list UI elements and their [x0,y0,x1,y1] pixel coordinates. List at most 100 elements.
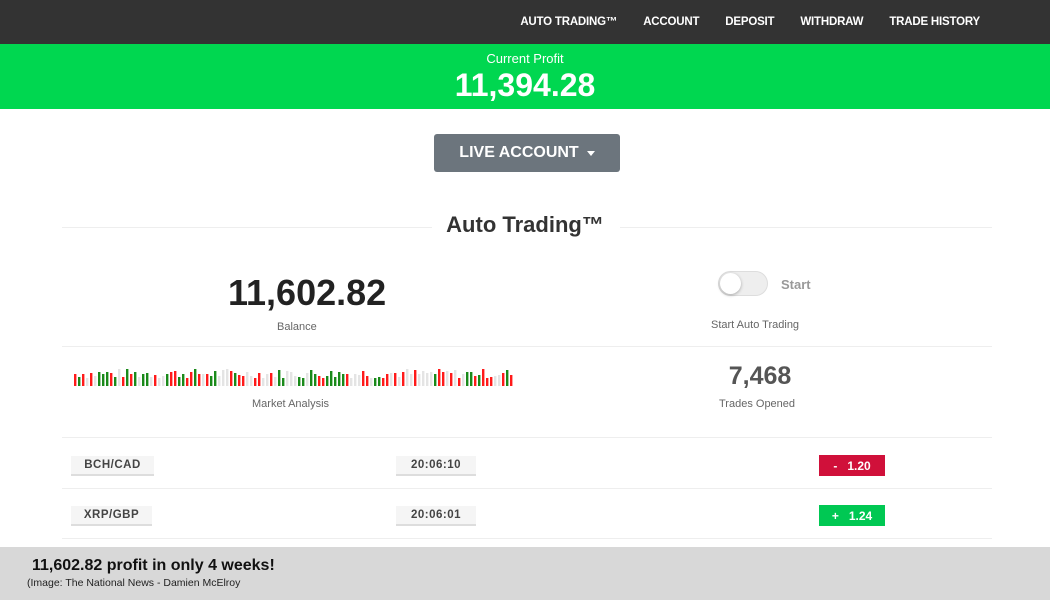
divider [62,227,432,228]
market-bar [398,377,401,386]
market-bar [294,376,297,386]
profit-banner: Current Profit 11,394.28 [0,44,1050,109]
market-bar [394,373,397,386]
market-bar [114,377,117,386]
balance-label: Balance [277,321,317,333]
market-bar [274,377,277,386]
market-bar [506,370,509,386]
market-bar [298,377,301,386]
market-bar [338,372,341,386]
account-label: LIVE ACCOUNT [459,144,579,161]
trades-opened-value: 7,468 [728,362,792,390]
market-bar [90,373,93,386]
market-bar [250,376,253,386]
toggle-label: Start [781,277,811,292]
toggle-knob [720,273,741,294]
sign: - [833,458,838,473]
market-bar [290,372,293,386]
nav-deposit[interactable]: DEPOSIT [725,16,775,28]
market-bar [186,378,189,386]
market-bar [454,370,457,386]
nav-account[interactable]: ACCOUNT [643,16,700,28]
market-bar [414,370,417,386]
market-bar [330,371,333,386]
market-bar [162,376,165,386]
market-bar [366,376,369,386]
market-bar [102,374,105,386]
account-dropdown[interactable]: LIVE ACCOUNT [434,134,620,172]
market-bar [106,372,109,386]
market-bar [434,374,437,386]
market-bar [130,374,133,386]
market-bar [194,369,197,386]
market-bar [370,378,373,386]
market-bar [286,371,289,386]
market-bar [190,372,193,386]
market-bar [342,374,345,386]
market-bar [426,373,429,386]
amount: 1.24 [848,508,873,523]
market-bar [134,372,137,386]
market-bar [74,374,77,386]
market-bar [86,378,89,386]
market-bar [458,378,461,386]
market-bar [126,369,129,386]
market-bar [462,374,465,386]
market-bar [206,374,209,386]
trade-time: 20:06:01 [396,506,476,526]
caret-down-icon [586,150,595,156]
market-bar [82,374,85,386]
trades-opened-label: Trades Opened [719,398,796,410]
market-bar [402,372,405,386]
trade-pair: XRP/GBP [71,506,152,526]
image-caption: 11,602.82 profit in only 4 weeks! (Image… [0,547,1050,600]
auto-trading-label: Start Auto Trading [711,319,800,331]
market-bar [354,374,357,386]
market-bar [246,372,249,386]
market-bar [158,378,161,386]
market-bar [142,374,145,386]
market-bar [258,373,261,386]
market-analysis-bars [74,369,513,386]
sign: + [831,508,839,523]
divider [62,538,992,539]
market-bar [422,371,425,386]
market-bar [334,377,337,386]
market-bar [178,377,181,386]
market-bar [382,378,385,386]
top-nav: AUTO TRADING™ ACCOUNT DEPOSIT WITHDRAW T… [0,0,1050,44]
market-bar [306,373,309,386]
market-bar [146,373,149,386]
market-bar [170,372,173,386]
market-bar [386,374,389,386]
market-bar [202,374,205,386]
nav-auto-trading[interactable]: AUTO TRADING™ [520,16,618,28]
nav-withdraw[interactable]: WITHDRAW [800,16,864,28]
nav-trade-history[interactable]: TRADE HISTORY [889,16,980,28]
market-bar [438,369,441,386]
trade-result-badge: -1.20 [819,455,885,476]
trade-time: 20:06:10 [396,456,476,476]
market-bar [150,377,153,386]
market-bar [362,371,365,386]
caption-headline: 11,602.82 profit in only 4 weeks! [32,557,275,574]
market-bar [94,376,97,386]
market-bar [234,373,237,386]
auto-trading-toggle[interactable] [718,271,768,296]
market-bar [474,376,477,386]
trade-result-badge: +1.24 [819,505,885,526]
market-bar [154,375,157,386]
market-bar [262,378,265,386]
market-bar [498,375,501,386]
market-bar [198,374,201,386]
amount: 1.20 [847,458,871,473]
market-bar [502,373,505,386]
market-bar [310,370,313,386]
market-bar [254,378,257,386]
market-bar [110,373,113,386]
market-bar [442,372,445,386]
market-bar [138,377,141,386]
market-bar [242,376,245,386]
market-bar [378,377,381,386]
market-bar [182,374,185,386]
